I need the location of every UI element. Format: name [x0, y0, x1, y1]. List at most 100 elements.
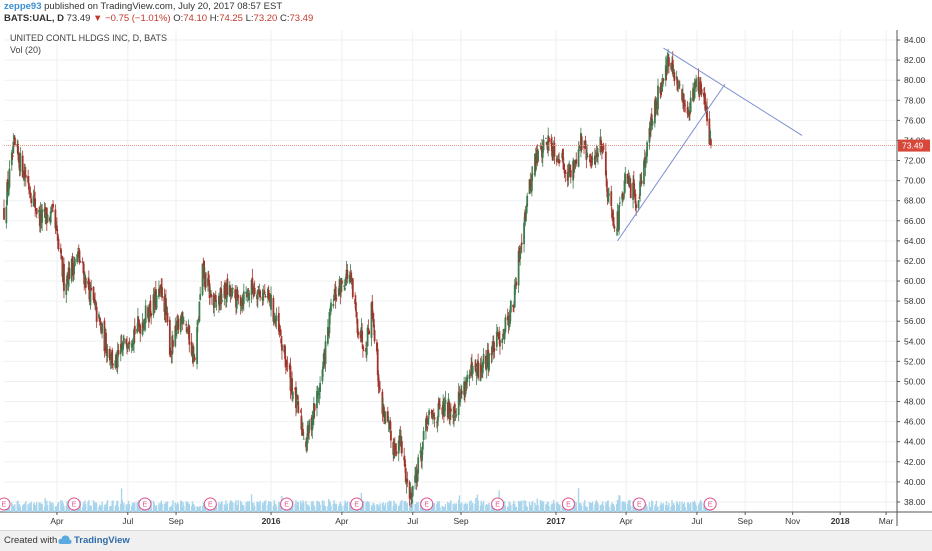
candle-body [329, 314, 332, 316]
volume-bar [558, 504, 560, 512]
volume-bar [82, 502, 85, 512]
volume-bar [153, 502, 155, 512]
volume-bar [307, 504, 310, 512]
candle-body [348, 274, 351, 283]
candle-body [246, 289, 249, 294]
x-tick-label: Nov [785, 516, 801, 526]
volume-bar [530, 507, 532, 512]
volume-bar [334, 503, 336, 512]
candle-body [213, 297, 216, 308]
candle-body [125, 339, 128, 344]
candle-body [73, 265, 75, 275]
earnings-marker-circle [138, 497, 152, 511]
candle-body [126, 345, 129, 349]
candle-body [416, 471, 419, 482]
y-tick-label: 46.00 [904, 417, 926, 427]
volume-bar [514, 506, 517, 512]
volume-bar [138, 503, 141, 512]
candle-body [553, 142, 556, 157]
volume-bar [111, 500, 113, 512]
candle-body [280, 338, 283, 344]
earnings-marker-circle [67, 497, 81, 511]
earnings-marker-circle [0, 497, 11, 511]
candle-body [393, 444, 395, 459]
volume-bar [503, 500, 506, 512]
candle-body [27, 175, 30, 183]
earnings-marker-label: E [495, 502, 500, 509]
candle-body [50, 207, 53, 213]
volume-bar [438, 501, 440, 512]
candle-body [542, 139, 545, 151]
volume-bar [485, 504, 487, 512]
candle-body [330, 302, 332, 312]
candle-body [127, 343, 130, 346]
y-tick-label: 66.00 [904, 216, 926, 226]
volume-bar [521, 500, 523, 512]
candle-body [277, 312, 280, 332]
price-chart[interactable]: 38.00 40.00 42.00 44.00 46.00 48.00 50.00 52.00… [0, 0, 932, 530]
volume-bar [95, 503, 98, 512]
candle-body [112, 363, 114, 365]
candle-body [439, 404, 441, 406]
candle-body [682, 93, 685, 107]
volume-bar [465, 505, 468, 512]
volume-bar [395, 503, 398, 512]
volume-bar [232, 503, 234, 512]
volume-bar [247, 505, 250, 512]
candle-body [122, 337, 125, 344]
volume-bar [246, 501, 249, 512]
candle-body [695, 78, 698, 88]
volume-bar [512, 503, 514, 512]
volume-bar [623, 501, 625, 512]
volume-indicator-label: Vol (20) [10, 45, 41, 55]
tradingview-brand[interactable]: TradingView [74, 535, 130, 546]
volume-bar [531, 502, 533, 512]
volume-bar [11, 504, 14, 512]
volume-bar [85, 503, 87, 512]
candle-body [270, 294, 272, 310]
volume-bar [242, 504, 244, 512]
volume-bar [371, 506, 373, 512]
candle-body [263, 293, 265, 295]
volume-bar [608, 506, 610, 512]
candle-body [147, 315, 150, 322]
earnings-marker-label: E [637, 502, 642, 509]
candle-body [41, 209, 44, 223]
candle-body [541, 148, 544, 158]
last-price-badge-label: 73.49 [902, 141, 924, 151]
candle-body [302, 438, 305, 440]
candle-body [231, 287, 234, 297]
volume-bar [123, 502, 125, 512]
candle-body [99, 320, 102, 326]
volume-bar [338, 503, 341, 512]
candle-body [502, 333, 504, 338]
candle-body [624, 174, 627, 184]
volume-bar [482, 504, 484, 512]
volume-bar [321, 500, 324, 512]
candle-body [520, 245, 522, 250]
candle-body [438, 400, 441, 405]
candle-body [475, 369, 478, 377]
volume-bar [605, 502, 607, 512]
volume-bar [607, 500, 609, 512]
author-link[interactable]: zeppe93 [4, 1, 42, 12]
candle-body [488, 353, 490, 371]
volume-bar [186, 501, 188, 512]
candle-body [594, 156, 597, 163]
volume-bar [83, 505, 85, 512]
candle-body [428, 410, 430, 416]
y-tick-label: 60.00 [904, 276, 926, 286]
volume-bar [306, 506, 309, 512]
candle-body [482, 354, 485, 365]
candle-body [137, 319, 140, 323]
candle-body [24, 171, 26, 176]
volume-bar [394, 503, 396, 512]
volume-bar [258, 505, 261, 512]
volume-bar [420, 506, 423, 512]
candle-body [259, 290, 262, 298]
y-tick-label: 44.00 [904, 437, 926, 447]
volume-bar [491, 505, 493, 512]
y-tick-label: 64.00 [904, 236, 926, 246]
volume-bar [49, 501, 51, 512]
volume-bar [114, 505, 117, 512]
